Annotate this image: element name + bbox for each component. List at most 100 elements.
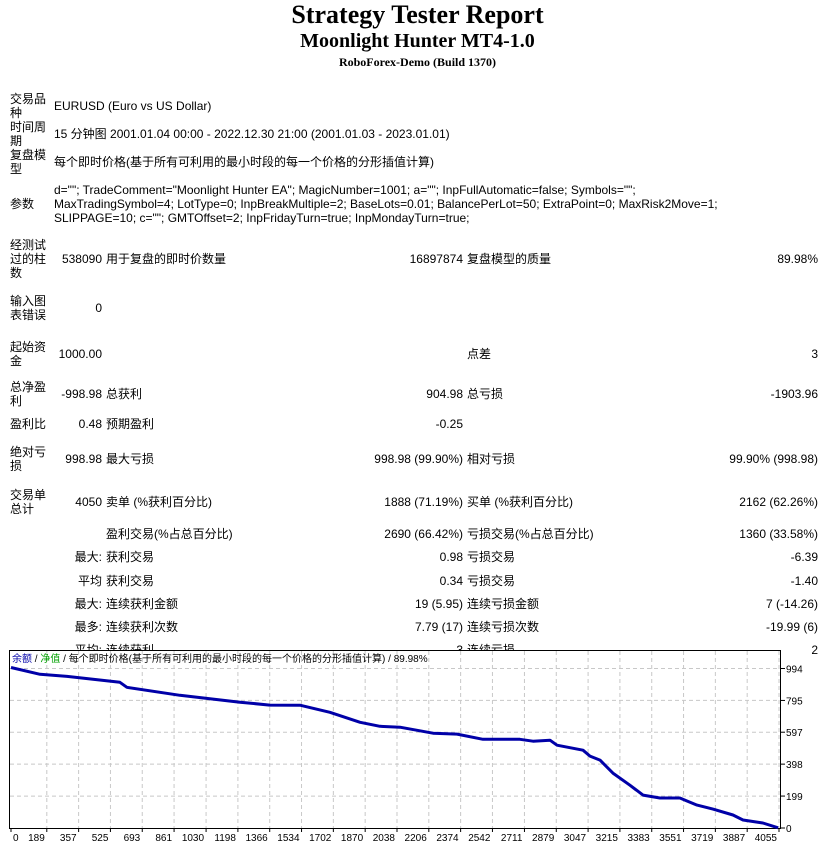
stats-row: 平均 获利交易 0.34 亏损交易 -1.40: [8, 569, 820, 592]
stat-label: [465, 410, 615, 438]
stat-label: 连续亏损次数: [467, 619, 540, 634]
legend-balance: 余额: [12, 652, 32, 665]
stat-value: 99.90% (998.98): [729, 452, 819, 466]
x-tick-label: 693: [124, 833, 141, 844]
stats-row: 总净盈利 -998.98 总获利 904.98 总亏损 -1903.96: [8, 378, 820, 410]
x-tick-label: 0: [13, 833, 19, 844]
stats-row: 盈利比 0.48 预期盈利 -0.25: [8, 410, 820, 438]
stat-label: [8, 523, 52, 545]
stat-label: [465, 286, 615, 330]
stat-label: 输入图表错误: [10, 294, 47, 322]
legend-separator: /: [388, 654, 391, 665]
stat-label: 点差: [467, 347, 492, 361]
stat-value: 2162 (62.26%): [739, 494, 819, 509]
stat-label: 总获利: [106, 387, 143, 401]
stat-label: 相对亏损: [467, 452, 516, 466]
ea-name: Moonlight Hunter MT4-1.0: [300, 30, 535, 52]
stat-value: 89.98%: [777, 252, 819, 266]
legend-model: 每个即时价格(基于所有可利用的最小时段的每一个价格的分形插值计算): [69, 652, 386, 665]
stat-value: 998.98: [65, 452, 102, 466]
period-label: 时间周期: [10, 120, 47, 148]
stat-value: 19 (5.95): [414, 596, 463, 611]
row-parameters: 参数 d=""; TradeComment="Moonlight Hunter …: [8, 176, 820, 232]
x-tick-label: 2879: [532, 833, 555, 844]
x-tick-label: 2206: [405, 833, 428, 844]
parameters-label: 参数: [10, 197, 35, 211]
legend-quality: 89.98%: [394, 654, 428, 665]
stat-value: 1360 (33.58%): [739, 527, 819, 541]
period-value: 15 分钟图 2001.01.04 00:00 - 2022.12.30 21:…: [54, 127, 450, 141]
stat-value: -998.98: [61, 387, 102, 401]
x-tick-label: 1870: [341, 833, 364, 844]
stat-value: -1.40: [790, 573, 819, 588]
x-tick-label: 3383: [627, 833, 650, 844]
stats-row: 绝对亏损 998.98 最大亏损 998.98 (99.90%) 相对亏损 99.90% …: [8, 438, 820, 480]
stat-value: 7.79 (17): [414, 619, 463, 634]
y-tick-label: 994: [786, 665, 803, 676]
stat-label: 最大亏损: [106, 452, 155, 466]
symbol-label: 交易品种: [10, 92, 47, 120]
x-tick-label: 1366: [245, 833, 268, 844]
model-label: 复盘模型: [10, 148, 47, 176]
plot-frame: [9, 650, 781, 829]
stat-label: 起始资金: [10, 340, 47, 368]
stat-value: 0: [95, 301, 102, 315]
row-period: 时间周期 15 分钟图 2001.01.04 00:00 - 2022.12.3…: [8, 120, 820, 148]
stat-label: 获利交易: [106, 550, 155, 564]
stat-label: 复盘模型的质量: [467, 252, 552, 266]
x-tick-label: 4055: [755, 833, 778, 844]
stat-value: 998.98 (99.90%): [374, 452, 463, 466]
stat-label: [8, 615, 52, 638]
balance-chart: 0 189 357 525 693 861 1030 1198 1366 1534 1702 1870…: [9, 650, 803, 844]
stat-label: 总净盈利: [10, 380, 47, 408]
stat-label: 买单 (%获利百分比): [467, 494, 573, 509]
server-build: RoboForex-Demo (Build 1370): [338, 55, 497, 69]
stats-row: 最多: 连续获利次数 7.79 (17) 连续亏损次数 -19.99 (6): [8, 615, 820, 638]
stat-value: 0.34: [439, 573, 463, 588]
stat-label: 绝对亏损: [10, 445, 47, 473]
y-tick-label: 597: [786, 728, 803, 739]
legend-separator: /: [63, 654, 66, 665]
stat-value: [615, 410, 820, 438]
stat-value: 7 (-14.26): [766, 596, 819, 611]
stat-value: 0.48: [78, 417, 102, 431]
stat-label: 亏损交易(%占总百分比): [467, 527, 594, 541]
stat-value: 538090: [61, 252, 102, 266]
stats-row: 最大: 连续获利金额 19 (5.95) 连续亏损金额 7 (-14.26): [8, 592, 820, 615]
stats-row: 经测试过的柱数 538090 用于复盘的即时价数量 16897874 复盘模型的质量 89…: [8, 232, 820, 286]
stat-value: -19.99 (6): [766, 619, 819, 634]
row-model: 复盘模型 每个即时价格(基于所有可利用的最小时段的每一个价格的分形插值计算): [8, 148, 820, 176]
chart-legend: 余额 / 净值 / 每个即时价格(基于所有可利用的最小时段的每一个价格的分形插值…: [12, 652, 428, 665]
stat-value: 最大:: [74, 596, 102, 611]
stat-value: [254, 330, 465, 378]
x-tick-label: 2711: [501, 833, 523, 844]
stat-label: 亏损交易: [467, 550, 516, 564]
stat-label: [8, 569, 52, 592]
stat-value: 最大:: [74, 550, 102, 564]
x-tick-label: 3047: [564, 833, 587, 844]
parameters-line: d=""; TradeComment="Moonlight Hunter EA"…: [54, 183, 636, 197]
stats-row: 最大: 获利交易 0.98 亏损交易 -6.39: [8, 545, 820, 569]
stat-value: [615, 286, 820, 330]
stat-label: [8, 545, 52, 569]
y-tick-label: 199: [786, 792, 803, 803]
stat-value: 1000.00: [58, 347, 102, 361]
stat-label: 预期盈利: [106, 417, 155, 431]
stats-row: 起始资金 1000.00 点差 3: [8, 330, 820, 378]
stat-value: 2690 (66.42%): [384, 527, 463, 541]
stat-label: 盈利交易(%占总百分比): [106, 527, 233, 541]
stat-value: [52, 523, 104, 545]
stat-label: 亏损交易: [467, 573, 516, 588]
stat-value: 4050: [75, 494, 102, 509]
stat-value: -1903.96: [770, 387, 819, 401]
legend-separator: /: [35, 654, 38, 665]
parameters-line: MaxTradingSymbol=4; LotType=0; InpBreakM…: [54, 197, 718, 211]
x-tick-label: 1198: [214, 833, 236, 844]
x-tick-label: 2038: [373, 833, 396, 844]
stat-label: 连续亏损金额: [467, 596, 540, 611]
x-tick-label: 3215: [596, 833, 619, 844]
stat-value: 16897874: [409, 252, 463, 266]
x-tick-label: 189: [28, 833, 45, 844]
y-tick-label: 0: [786, 824, 792, 835]
stat-value: 0.98: [439, 550, 463, 564]
